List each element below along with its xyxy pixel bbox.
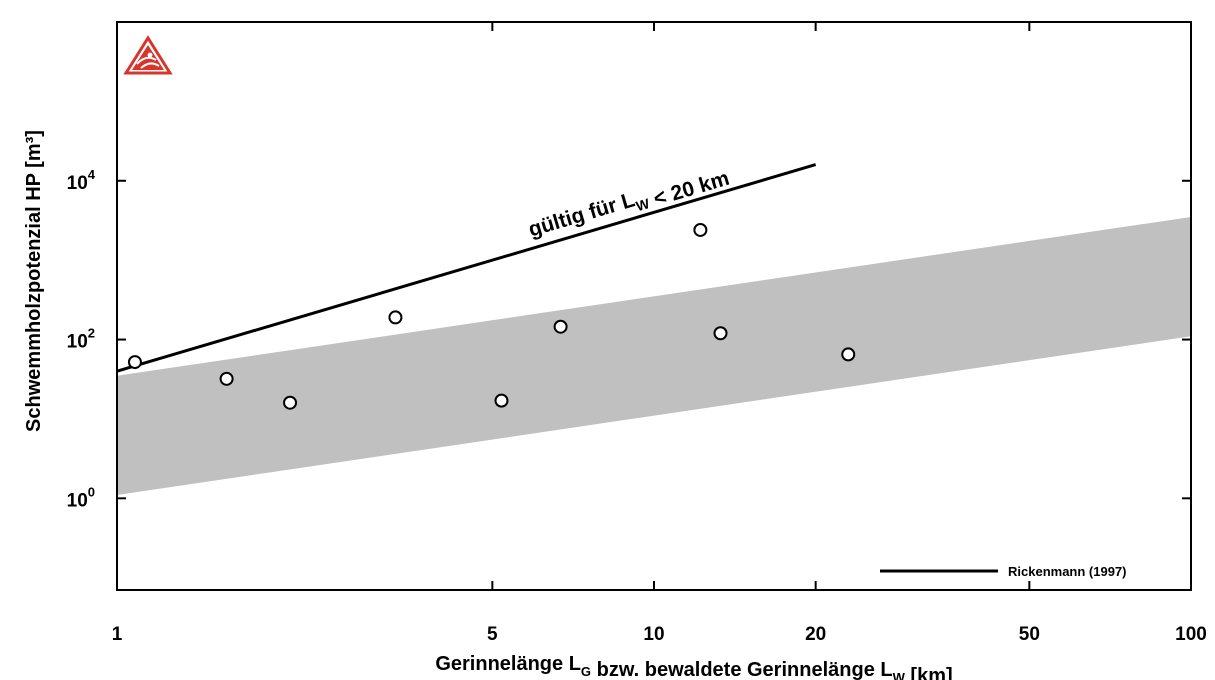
data-point-8 bbox=[841, 347, 856, 362]
logo-dot-mark bbox=[147, 52, 153, 58]
uncertainty-band bbox=[117, 216, 1191, 496]
y-tick-label-1: 102 bbox=[67, 326, 95, 353]
data-points bbox=[127, 222, 856, 410]
legend-label: Rickenmann (1997) bbox=[1008, 564, 1127, 579]
x-tick-label-4: 50 bbox=[1019, 624, 1040, 645]
data-point-4 bbox=[494, 393, 509, 408]
x-tick-label-0: 1 bbox=[112, 624, 123, 645]
x-tick-label-5: 100 bbox=[1175, 624, 1207, 645]
data-point-1 bbox=[219, 371, 234, 386]
y-axis-title: Schwemmholzpotenzial HP [m³] bbox=[23, 130, 45, 432]
y-tick-label-2: 104 bbox=[67, 167, 96, 194]
data-point-2 bbox=[283, 395, 298, 410]
y-tick-label-0: 100 bbox=[67, 484, 95, 511]
legend: Rickenmann (1997) bbox=[880, 564, 1127, 579]
logo-wave-mark bbox=[136, 56, 160, 69]
warning-triangle-logo bbox=[123, 35, 173, 75]
data-point-7 bbox=[713, 326, 728, 341]
data-point-0 bbox=[127, 355, 142, 370]
tick-labels: 1 5 10 20 50 100 100 102 104 bbox=[67, 167, 1207, 645]
data-point-3 bbox=[388, 310, 403, 325]
plot-area bbox=[117, 163, 1191, 496]
data-point-5 bbox=[553, 319, 568, 334]
x-tick-label-3: 20 bbox=[805, 624, 826, 645]
x-tick-label-1: 5 bbox=[487, 624, 498, 645]
x-axis-title: Gerinnelänge LG bzw. bewaldete Gerinnelä… bbox=[435, 653, 952, 680]
data-point-6 bbox=[693, 222, 708, 237]
x-tick-label-2: 10 bbox=[643, 624, 664, 645]
rickenmann-line bbox=[117, 163, 817, 373]
axis-ticks bbox=[116, 22, 1192, 590]
